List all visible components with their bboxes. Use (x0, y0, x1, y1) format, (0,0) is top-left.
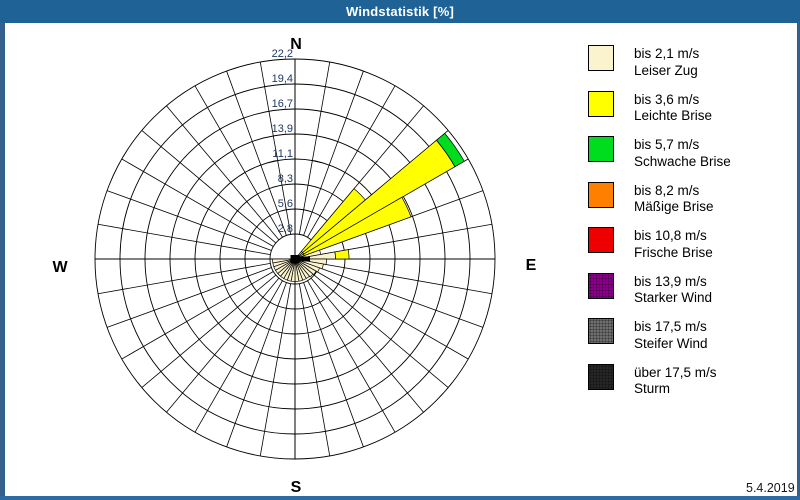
grid-spoke (226, 70, 287, 236)
legend-speed: bis 5,7 m/s (634, 137, 700, 152)
grid-spoke (141, 130, 277, 244)
legend-swatch-schwache_brise (588, 136, 614, 162)
legend-class-name: Leichte Brise (634, 108, 713, 123)
legend-swatch-frische_brise (588, 227, 614, 253)
grid-spoke (97, 223, 271, 256)
legend-item-starker_wind: bis 13,9 m/s Starker Wind (588, 272, 788, 319)
window-border-left (0, 23, 5, 500)
legend-speed: bis 2,1 m/s (634, 46, 700, 61)
grid-spoke (166, 277, 280, 413)
cardinal-label-w: W (52, 259, 68, 276)
wind-sector-50-schwache_brise (435, 132, 465, 168)
legend-label-schwache_brise: bis 5,7 m/s Schwache Brise (634, 137, 731, 170)
legend-speed: bis 10,8 m/s (634, 228, 707, 243)
legend-class-name: Steifer Wind (634, 335, 708, 351)
grid-spoke (141, 274, 277, 388)
grid-spoke (121, 271, 274, 360)
legend-swatch-leichte_brise (588, 90, 614, 117)
status-date: 5.4.2019 (746, 481, 795, 495)
legend-swatch-leiser_zug (588, 45, 614, 71)
legend-label-maessige_brise: bis 8,2 m/s Mäßige Brise (634, 183, 714, 216)
legend-swatch-starker_wind (588, 272, 614, 299)
radial-tick-label: 8,3 (278, 173, 293, 185)
window-border-bottom (0, 496, 800, 500)
window-border-right (797, 23, 800, 500)
radial-tick-label: 11,1 (272, 148, 293, 160)
grid-spoke (310, 277, 424, 413)
window-title: Windstatistik [%] (345, 4, 454, 19)
grid-spoke (97, 262, 271, 295)
radial-tick-label: 13,9 (272, 123, 293, 135)
grid-spoke (259, 61, 292, 235)
radial-tick-label: 22,2 (272, 48, 293, 60)
grid-spoke (319, 262, 493, 295)
legend-label-starker_wind: bis 13,9 m/s Starker Wind (634, 274, 712, 307)
grid-spoke (316, 271, 469, 360)
grid-spoke (121, 158, 274, 247)
legend-class-name: Leiser Zug (634, 62, 698, 78)
legend-label-sturm: über 17,5 m/s Sturm (634, 365, 717, 398)
grid-spoke (298, 61, 331, 235)
legend-speed: über 17,5 m/s (634, 364, 717, 380)
grid-spoke (106, 190, 272, 251)
cardinal-label-e: E (526, 257, 537, 274)
legend-label-leiser_zug: bis 2,1 m/s Leiser Zug (634, 46, 699, 79)
cardinal-label-s: S (291, 479, 302, 496)
legend-speed: bis 8,2 m/s (634, 182, 700, 198)
grid-spoke (307, 85, 396, 238)
radial-tick-label: 2,8 (278, 223, 293, 235)
legend-item-leichte_brise: bis 3,6 m/s Leichte Brise (588, 90, 788, 137)
legend-label-frische_brise: bis 10,8 m/s Frische Brise (634, 228, 713, 261)
grid-spoke (106, 267, 272, 328)
radial-tick-label: 19,4 (272, 73, 293, 85)
legend-speed: bis 17,5 m/s (634, 319, 707, 334)
legend-class-name: Starker Wind (634, 290, 713, 305)
legend-item-schwache_brise: bis 5,7 m/s Schwache Brise (588, 136, 788, 182)
wind-rose-chart: 2,8 5,6 8,3 11,1 13,9 16,7 19,4 22,2N E S W (52, 36, 537, 496)
legend-swatch-maessige_brise (588, 181, 614, 208)
legend-class-name: Schwache Brise (634, 153, 731, 169)
wind-sector-60-leichte_brise (303, 196, 412, 257)
legend-item-sturm: über 17,5 m/s Sturm (588, 363, 788, 410)
grid-spoke (313, 274, 449, 388)
legend-speed: bis 13,9 m/s (634, 273, 707, 289)
grid-spoke (259, 283, 292, 457)
radial-tick-label: 5,6 (278, 198, 293, 210)
grid-spoke (194, 85, 283, 238)
legend-swatch-steifer_wind (588, 318, 614, 344)
cardinal-label-n: N (290, 36, 302, 53)
grid-spoke (318, 267, 484, 328)
legend-item-frische_brise: bis 10,8 m/s Frische Brise (588, 227, 788, 273)
legend-speed: bis 3,6 m/s (634, 91, 700, 107)
wind-speed-legend: bis 2,1 m/s Leiser Zug bis 3,6 m/s Leichte … (588, 45, 788, 409)
grid-spoke (194, 280, 283, 433)
grid-spoke (166, 105, 280, 241)
grid-spoke (303, 70, 364, 236)
wind-sector-80-leichte_brise (334, 249, 350, 260)
legend-item-leiser_zug: bis 2,1 m/s Leiser Zug (588, 45, 788, 91)
grid-spoke (298, 283, 331, 457)
grid-spoke (307, 280, 396, 433)
legend-class-name: Frische Brise (634, 244, 713, 260)
legend-label-steifer_wind: bis 17,5 m/s Steifer Wind (634, 319, 708, 352)
grid-spoke (226, 282, 287, 448)
legend-swatch-sturm (588, 363, 614, 390)
radial-tick-label: 16,7 (272, 98, 293, 110)
grid-spoke (303, 282, 364, 448)
center-marker-bar (295, 256, 310, 262)
legend-item-steifer_wind: bis 17,5 m/s Steifer Wind (588, 318, 788, 364)
legend-item-maessige_brise: bis 8,2 m/s Mäßige Brise (588, 181, 788, 228)
legend-class-name: Sturm (634, 381, 671, 396)
window-title-bar[interactable]: Windstatistik [%] (0, 0, 800, 23)
legend-label-leichte_brise: bis 3,6 m/s Leichte Brise (634, 92, 712, 125)
legend-class-name: Mäßige Brise (634, 199, 714, 214)
